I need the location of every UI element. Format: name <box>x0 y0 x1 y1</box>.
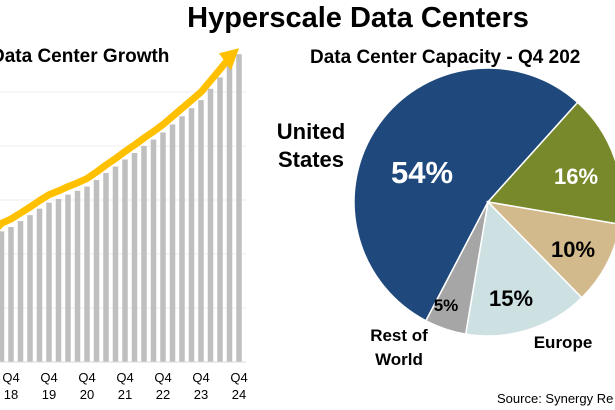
bar-q4-19 <box>46 202 52 362</box>
bar-q3-18 <box>0 231 5 362</box>
x-tick-label: 23 <box>194 387 208 402</box>
slice-label-us: 54% <box>391 155 453 190</box>
bars <box>0 54 242 363</box>
pie <box>353 67 615 337</box>
pie-chart-title: Data Center Capacity - Q4 202 <box>310 47 580 68</box>
x-tick-labels: Q4 18 Q4 19 Q4 20 Q4 21 Q4 22 Q4 23 Q4 24 <box>2 370 247 402</box>
x-tick-label: Q4 <box>78 370 95 385</box>
x-tick-label: 20 <box>80 387 94 402</box>
bar-q2-21 <box>103 173 109 362</box>
bar-q4-18 <box>8 227 14 362</box>
bar-q1-20 <box>55 198 62 362</box>
main-title: Hyperscale Data Centers <box>187 2 529 34</box>
x-tick-label: 24 <box>232 387 246 402</box>
x-tick-label: Q4 <box>116 370 133 385</box>
x-tick-label: Q4 <box>192 370 209 385</box>
bar-q2-23 <box>179 116 185 362</box>
bar-q1-19 <box>17 221 24 362</box>
label-us-line1: United <box>277 119 345 144</box>
bar-q2-22 <box>141 146 147 362</box>
bar-q3-23 <box>188 108 195 362</box>
x-tick-label: Q4 <box>40 370 57 385</box>
slice-label-europe: 15% <box>489 286 533 311</box>
arrow-head <box>219 48 239 71</box>
pie-slice-europe <box>464 200 583 337</box>
bar-q2-24 <box>217 77 223 363</box>
source-note: Source: Synergy Re <box>497 391 613 406</box>
bar-q2-19 <box>27 215 33 362</box>
x-tick-label: 18 <box>4 387 18 402</box>
bar-q4-24 <box>236 54 242 362</box>
bar-q1-22 <box>131 153 138 362</box>
x-tick-label: Q4 <box>2 370 19 385</box>
label-row-line1: Rest of <box>370 326 428 345</box>
x-tick-label: Q4 <box>154 370 171 385</box>
bar-q3-19 <box>36 208 43 362</box>
x-tick-label: Q4 <box>230 370 247 385</box>
bar-q3-21 <box>112 166 119 362</box>
trend-line <box>0 54 233 230</box>
slice-label-10: 10% <box>551 237 595 262</box>
pie-slice-united-states <box>353 67 579 322</box>
pie-slice-region-2 <box>485 200 615 299</box>
label-us-line2: States <box>278 147 344 172</box>
bar-q4-23 <box>198 100 204 362</box>
bar-q1-24 <box>207 88 214 362</box>
bar-q3-22 <box>150 139 157 362</box>
slice-label-16: 16% <box>554 164 598 189</box>
bar-q4-22 <box>160 132 166 362</box>
trend-arrow <box>0 48 239 230</box>
bar-q3-20 <box>74 190 81 362</box>
label-europe: Europe <box>534 333 593 352</box>
bar-q2-20 <box>65 194 71 362</box>
pie-slice-rest-of-world <box>424 201 489 335</box>
bar-q3-24 <box>226 65 233 362</box>
x-tick-label: 22 <box>156 387 170 402</box>
bar-chart-title: Data Center Growth <box>0 46 169 67</box>
bar-q1-21 <box>93 180 100 362</box>
slice-label-row: 5% <box>434 296 459 315</box>
label-row-line2: World <box>375 350 423 369</box>
bar-q4-20 <box>84 186 90 362</box>
x-tick-label: 21 <box>118 387 132 402</box>
x-tick-label: 19 <box>42 387 56 402</box>
bar-q4-21 <box>122 159 128 362</box>
bar-q1-23 <box>169 124 176 363</box>
